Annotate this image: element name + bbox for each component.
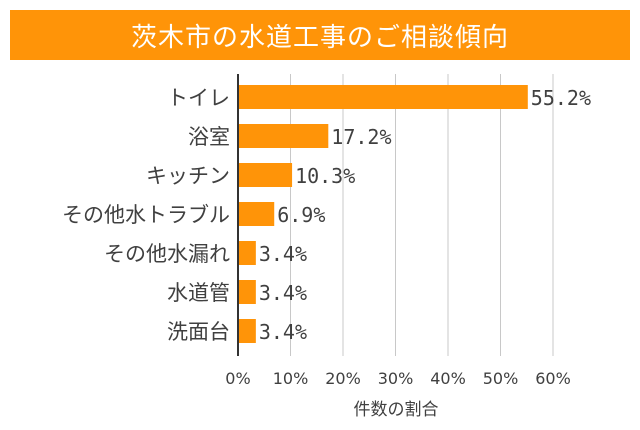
value-label-2: 10.3% — [295, 164, 355, 188]
x-tick-label-1: 10% — [273, 369, 309, 388]
bar-5 — [238, 280, 256, 304]
bar-4 — [238, 241, 256, 265]
x-tick-label-6: 60% — [535, 369, 571, 388]
grid-lines — [290, 74, 554, 356]
category-label-4: その他水漏れ — [104, 242, 230, 266]
value-label-0: 55.2% — [531, 86, 591, 110]
bars — [238, 85, 528, 343]
category-label-0: トイレ — [167, 86, 230, 110]
category-label-3: その他水トラブル — [62, 203, 230, 227]
x-tick-label-4: 40% — [430, 369, 466, 388]
bar-3 — [238, 202, 275, 226]
bar-0 — [238, 85, 528, 109]
value-label-1: 17.2% — [331, 125, 391, 149]
x-tick-label-5: 50% — [483, 369, 519, 388]
chart-title-banner: 茨木市の水道工事のご相談傾向 — [10, 10, 630, 60]
bar-1 — [238, 124, 329, 148]
labels: トイレ 55.2% 浴室 17.2% キッチン 10.3% その他水トラブル 6.9% その他水… — [62, 86, 591, 420]
value-label-5: 3.4% — [259, 281, 307, 305]
category-label-5: 水道管 — [167, 281, 230, 305]
value-label-3: 6.9% — [277, 203, 325, 227]
x-axis-title: 件数の割合 — [354, 400, 439, 420]
category-label-2: キッチン — [146, 164, 230, 188]
bar-6 — [238, 319, 256, 343]
category-label-1: 浴室 — [188, 125, 230, 149]
category-label-6: 洗面台 — [167, 320, 230, 344]
x-tick-label-0: 0% — [225, 369, 250, 388]
value-label-4: 3.4% — [259, 242, 307, 266]
bar-2 — [238, 163, 293, 187]
chart-title: 茨木市の水道工事のご相談傾向 — [130, 22, 509, 53]
value-label-6: 3.4% — [259, 320, 307, 344]
x-tick-label-3: 30% — [378, 369, 414, 388]
x-tick-label-2: 20% — [325, 369, 361, 388]
